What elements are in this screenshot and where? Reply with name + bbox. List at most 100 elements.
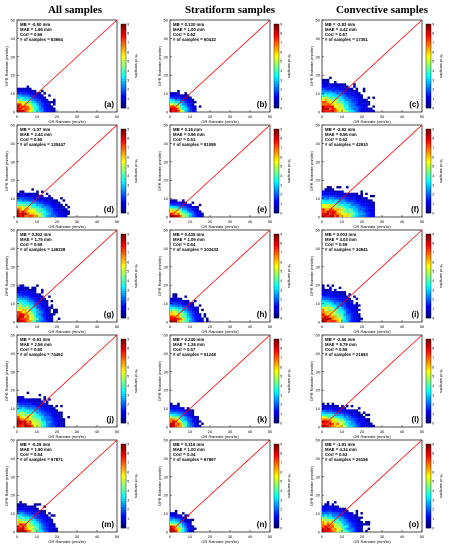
heatmap-cell (338, 422, 342, 425)
heatmap-cell (191, 210, 195, 213)
heatmap-cell (24, 197, 27, 200)
heatmap-cell (36, 109, 39, 113)
heatmap-cell (334, 109, 337, 113)
stats-line: Corr = 0.57 (173, 347, 196, 352)
heatmap-cell (353, 409, 356, 412)
heatmap-cell (329, 192, 332, 196)
heatmap-cell (179, 516, 183, 519)
heatmap-cell (182, 105, 185, 108)
colorbar-segment (274, 93, 279, 96)
colorbar-segment (426, 418, 431, 422)
x-tick-label: 30 (380, 324, 385, 329)
heatmap-cell (53, 424, 56, 428)
heatmap-cell (17, 514, 20, 517)
heatmap-cell (38, 409, 42, 412)
heatmap-cell (29, 418, 32, 421)
colorbar-segment (121, 517, 126, 520)
colorbar-tick-label: 7 (432, 251, 434, 255)
colorbar-segment (274, 70, 279, 73)
colorbar-segment (121, 383, 126, 386)
colorbar-frame (273, 233, 280, 319)
heatmap-cell (17, 210, 20, 213)
heatmap-cell (33, 192, 37, 196)
heatmap-cell (350, 516, 354, 519)
heatmap-cell (48, 205, 51, 209)
y-tick-label: 0 (166, 320, 169, 325)
heatmap-cell (189, 304, 192, 307)
heatmap-cell (17, 212, 20, 215)
heatmap-cell (191, 308, 195, 312)
heatmap-cell (19, 501, 22, 504)
heatmap-cell (350, 315, 354, 318)
x-tick-label: 30 (380, 429, 385, 434)
heatmap-cell (29, 214, 32, 218)
colorbar-tick-label: 4 (280, 489, 282, 493)
heatmap-cell (336, 302, 339, 305)
heatmap-cell (29, 520, 32, 524)
heatmap-cell (341, 308, 344, 312)
heatmap-cell (341, 293, 344, 296)
heatmap-cell (21, 411, 25, 414)
heatmap-cell (324, 291, 327, 294)
heatmap-cell (322, 525, 325, 528)
heatmap-cell (177, 518, 180, 522)
colorbar-segment (274, 360, 279, 363)
heatmap-cell (350, 98, 354, 102)
y-axis-label: DPR Rainrate (mm/hr) (4, 45, 9, 85)
heatmap-cell (329, 87, 332, 91)
heatmap-cell (346, 199, 349, 202)
heatmap-cell (194, 310, 197, 314)
heatmap-cell (186, 415, 190, 419)
y-tick-label: 0 (13, 425, 16, 430)
heatmap-cell (338, 527, 342, 530)
heatmap-cell (48, 194, 51, 198)
heatmap-cell (41, 523, 44, 526)
colorbar-segment (426, 263, 431, 266)
heatmap-cell (329, 197, 332, 200)
y-axis-label: DPR Rainrate (mm/hr) (309, 465, 314, 505)
heatmap-cell (19, 507, 22, 511)
heatmap-cell (367, 203, 371, 207)
heatmap-cell (324, 507, 327, 511)
colorbar-segment (426, 368, 431, 371)
colorbar-label: % of samples (287, 474, 292, 498)
stats-line: # of samples = 26156 (325, 457, 368, 462)
stats-line: # of samples = 60432 (173, 37, 216, 42)
heatmap-cell (26, 514, 30, 517)
heatmap-cell (41, 527, 44, 530)
colorbar-segment (426, 78, 431, 81)
colorbar-segment (426, 448, 431, 451)
heatmap-cell (322, 199, 325, 202)
heatmap-cell (48, 317, 51, 320)
y-tick-label: 20 (164, 178, 169, 183)
colorbar-segment (274, 446, 279, 449)
heatmap-cell (179, 317, 183, 320)
heatmap-cell (36, 212, 39, 215)
heatmap-cell (45, 313, 49, 316)
colorbar-segment (121, 171, 126, 174)
heatmap-cell (191, 98, 195, 102)
heatmap-cell (322, 402, 325, 406)
heatmap-cell (29, 507, 32, 511)
heatmap-cell (31, 402, 34, 406)
heatmap-cell (358, 203, 361, 207)
heatmap-cell (33, 413, 37, 417)
heatmap-cell (329, 310, 332, 314)
heatmap-cell (45, 192, 49, 196)
heatmap-cell (33, 197, 37, 200)
colorbar-segment (121, 45, 126, 48)
heatmap-cell (19, 109, 22, 113)
heatmap-cell (36, 514, 39, 517)
heatmap-cell (170, 199, 173, 202)
stats-line: Corr = 0.60 (20, 347, 43, 352)
heatmap-cell (26, 529, 30, 533)
colorbar-segment (274, 366, 279, 369)
heatmap-cell (43, 525, 46, 528)
x-tick-label: 40 (400, 114, 405, 119)
colorbar-segment (121, 504, 126, 508)
heatmap-cell (355, 199, 359, 202)
x-tick-label: 10 (340, 219, 345, 224)
heatmap-cell (370, 203, 373, 207)
heatmap-cell (33, 107, 37, 110)
